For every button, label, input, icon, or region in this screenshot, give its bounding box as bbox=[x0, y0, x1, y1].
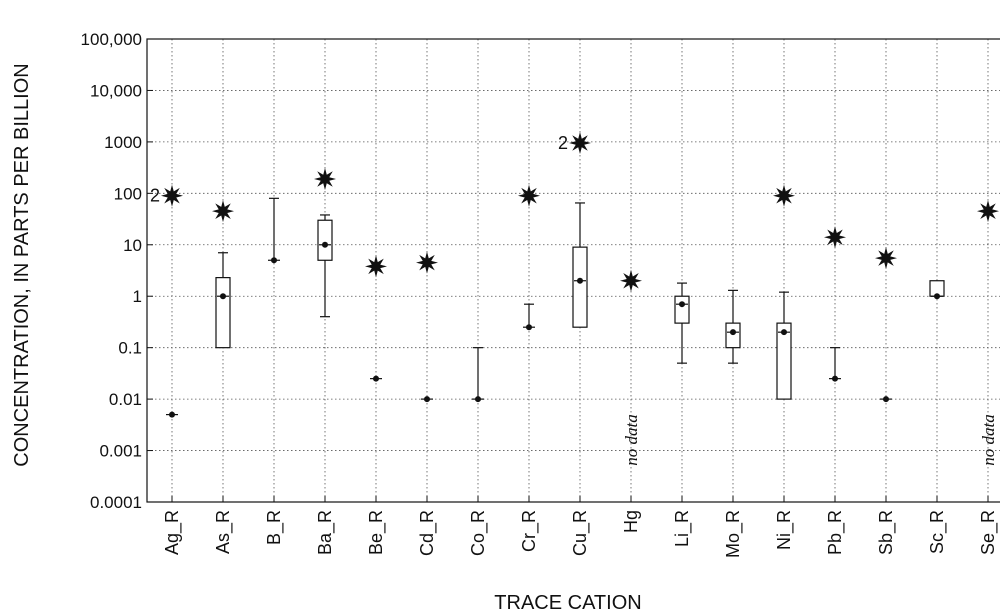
y-tick-label: 100,000 bbox=[81, 30, 142, 49]
y-tick-label: 0.01 bbox=[109, 390, 142, 409]
y-tick-label: 0.001 bbox=[99, 442, 142, 461]
star-marker bbox=[977, 200, 999, 223]
mean-dot bbox=[577, 277, 583, 284]
star-count-label: 2 bbox=[558, 133, 568, 153]
box bbox=[215, 277, 231, 349]
mean-dot bbox=[832, 375, 838, 382]
box bbox=[317, 219, 333, 261]
x-category-label: Cd_R bbox=[417, 510, 438, 556]
star-marker bbox=[773, 184, 795, 207]
x-category-label: Ni_R bbox=[774, 510, 795, 550]
star-marker bbox=[314, 167, 336, 190]
mean-dot bbox=[883, 396, 889, 403]
grid-layer bbox=[147, 38, 1000, 503]
y-tick-label: 1 bbox=[133, 287, 142, 306]
mean-dot bbox=[271, 257, 277, 264]
box bbox=[572, 246, 588, 328]
mean-dot bbox=[373, 375, 379, 382]
mean-dot bbox=[679, 301, 685, 308]
x-category-label: Ag_R bbox=[162, 510, 183, 555]
x-category-label: Mo_R bbox=[723, 510, 744, 558]
x-category-label: Li_R bbox=[672, 510, 693, 547]
mean-dot bbox=[220, 293, 226, 300]
mean-dot bbox=[781, 329, 787, 336]
y-tick-label: 10 bbox=[123, 236, 142, 255]
star-marker bbox=[875, 247, 897, 270]
star-marker bbox=[620, 269, 642, 292]
star-count-label: 2 bbox=[150, 186, 160, 206]
x-category-label: Be_R bbox=[366, 510, 387, 555]
box bbox=[725, 322, 741, 349]
x-category-label: Sc_R bbox=[927, 510, 948, 554]
star-marker bbox=[212, 200, 234, 223]
y-tick-label: 100 bbox=[114, 184, 142, 203]
star-marker bbox=[824, 226, 846, 249]
box bbox=[674, 295, 690, 324]
x-category-label: Hg bbox=[621, 510, 641, 533]
x-category-label: As_R bbox=[213, 510, 234, 554]
mean-dot bbox=[475, 396, 481, 403]
mean-dot bbox=[322, 241, 328, 248]
mean-dot bbox=[169, 411, 175, 418]
no-data-label: no data bbox=[622, 414, 641, 465]
mean-dot bbox=[730, 329, 736, 336]
y-tick-label: 1000 bbox=[104, 133, 142, 152]
x-category-label: B_R bbox=[264, 510, 285, 545]
y-tick-label: 0.1 bbox=[118, 339, 142, 358]
x-category-label: Cr_R bbox=[519, 510, 540, 552]
star-marker bbox=[518, 184, 540, 207]
y-tick-label: 0.0001 bbox=[90, 493, 142, 512]
x-category-label: Cu_R bbox=[570, 510, 591, 556]
mean-dot bbox=[526, 324, 532, 331]
y-tick-label: 10,000 bbox=[90, 81, 142, 100]
star-marker bbox=[569, 132, 591, 155]
x-category-labels: Ag_R As_R B_R Ba_R Be_R Cd_R Co_R Cr_R Cu_R Hg Li_… bbox=[162, 510, 999, 558]
mean-dot bbox=[934, 293, 940, 300]
x-category-label: Pb_R bbox=[825, 510, 846, 555]
no-data-label: no data bbox=[979, 414, 998, 465]
x-category-label: Co_R bbox=[468, 510, 489, 556]
y-axis-title: CONCENTRATION, IN PARTS PER BILLION bbox=[11, 63, 33, 466]
plot-frame bbox=[146, 38, 1000, 503]
box bbox=[776, 322, 792, 400]
x-category-label: Se_R bbox=[978, 510, 999, 555]
mean-dot bbox=[424, 396, 430, 403]
x-category-label: Sb_R bbox=[876, 510, 897, 555]
y-tick-labels: 100,000 10,000 1000 100 10 1 0.1 0.01 0.001 0.000… bbox=[81, 30, 142, 512]
x-axis-title: TRACE CATION bbox=[494, 592, 641, 614]
star-marker bbox=[416, 251, 438, 274]
star-marker bbox=[161, 184, 183, 207]
x-category-label: Ba_R bbox=[315, 510, 336, 555]
star-marker bbox=[365, 255, 387, 278]
